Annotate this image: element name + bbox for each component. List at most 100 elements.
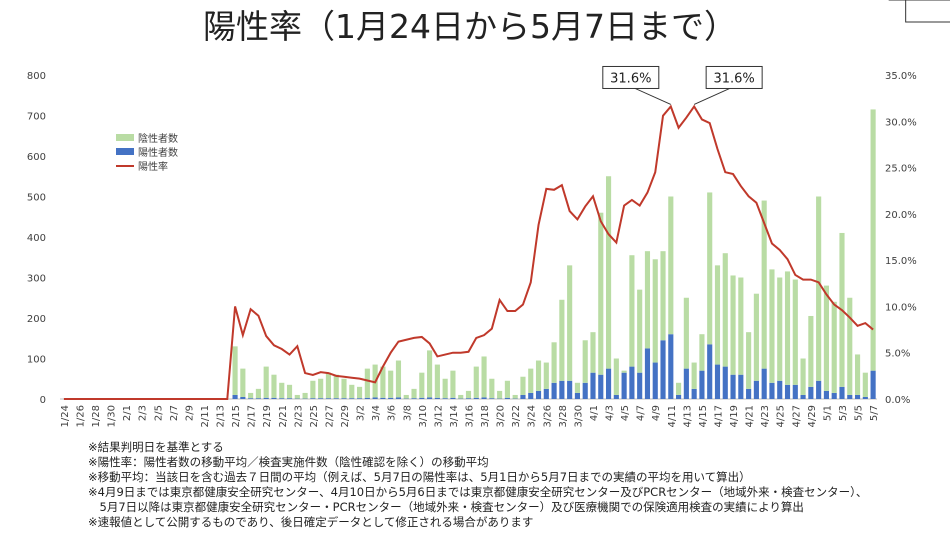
bar — [575, 383, 580, 393]
bar — [847, 395, 852, 399]
bar — [871, 371, 876, 399]
bar — [723, 253, 728, 366]
bar — [466, 391, 471, 398]
bar — [622, 373, 627, 399]
bar — [684, 298, 689, 369]
x-tick-label: 5/1 — [822, 405, 833, 421]
x-tick-label: 1/28 — [91, 405, 102, 427]
x-tick-label: 3/12 — [433, 405, 444, 427]
x-tick-label: 4/17 — [713, 405, 724, 427]
bar — [520, 395, 525, 399]
bar — [536, 391, 541, 399]
y-tick-label: 800 — [27, 71, 46, 82]
y-tick-label: 300 — [27, 274, 46, 285]
bar — [411, 398, 416, 399]
x-tick-label: 3/8 — [402, 405, 413, 421]
bar — [419, 373, 424, 398]
bar — [528, 393, 533, 399]
bar — [793, 280, 798, 385]
y-tick-label: 500 — [27, 193, 46, 204]
bar — [536, 361, 541, 391]
x-tick-label: 5/5 — [854, 405, 865, 421]
bar — [598, 213, 603, 375]
bar — [256, 389, 261, 398]
bar — [653, 363, 658, 399]
bar — [240, 369, 245, 397]
y-tick-label: 100 — [27, 355, 46, 366]
x-tick-label: 3/16 — [465, 405, 476, 427]
bar — [233, 395, 238, 399]
footnote: ※移動平均：当該日を含む過去７日間の平均（例えば、5月7日の陽性率は、5月1日か… — [88, 470, 751, 484]
x-tick-label: 4/7 — [636, 405, 647, 421]
x-tick-label: 4/29 — [807, 405, 818, 427]
bar — [583, 383, 588, 399]
bar — [264, 367, 269, 398]
bar — [373, 397, 378, 399]
bar — [349, 398, 354, 399]
x-tick-label: 4/23 — [760, 405, 771, 427]
bar — [808, 316, 813, 387]
x-tick-label: 1/30 — [107, 405, 118, 427]
x-tick-label: 3/28 — [558, 405, 569, 427]
x-tick-label: 2/15 — [231, 405, 242, 427]
bar — [637, 373, 642, 399]
y2-tick-label: 30.0% — [885, 117, 917, 128]
bar — [832, 393, 837, 399]
bar — [824, 391, 829, 399]
bar — [754, 294, 759, 381]
bar — [365, 398, 370, 399]
bar — [863, 397, 868, 399]
bar — [497, 391, 502, 399]
bar — [341, 398, 346, 399]
bar — [715, 265, 720, 364]
bar — [699, 334, 704, 370]
footnote: ※速報値として公開するものであり、後日確定データとして修正される場合があります — [88, 515, 533, 529]
bar — [248, 398, 253, 399]
bar — [614, 395, 619, 399]
bar — [762, 369, 767, 399]
bar — [427, 350, 432, 397]
bar — [419, 398, 424, 399]
bar — [715, 365, 720, 399]
bar — [489, 379, 494, 398]
x-tick-label: 1/24 — [60, 405, 71, 427]
x-tick-label: 4/15 — [698, 405, 709, 427]
bar — [396, 361, 401, 398]
bar — [404, 395, 409, 399]
x-tick-label: 2/29 — [340, 405, 351, 427]
bar — [777, 381, 782, 399]
x-tick-label: 4/3 — [605, 405, 616, 421]
bar — [481, 397, 486, 399]
bar — [233, 346, 238, 395]
bar — [443, 398, 448, 399]
bar — [668, 197, 673, 335]
chart-title: 陽性率（1月24日から5月7日まで） — [203, 7, 737, 46]
bar — [559, 300, 564, 381]
x-tick-label: 4/5 — [620, 405, 631, 421]
bar — [552, 383, 557, 399]
bar — [622, 371, 627, 373]
bar — [824, 286, 829, 391]
bar — [847, 298, 852, 395]
bar — [271, 375, 276, 398]
bar — [699, 371, 704, 399]
bar — [388, 371, 393, 398]
bar — [738, 278, 743, 375]
x-tick-label: 3/26 — [542, 405, 553, 427]
bar — [341, 379, 346, 398]
bar — [606, 369, 611, 399]
bar — [793, 385, 798, 399]
x-tick-label: 2/13 — [216, 405, 227, 427]
x-tick-label: 2/21 — [278, 405, 289, 427]
x-tick-label: 2/9 — [184, 405, 195, 421]
bar — [295, 395, 300, 399]
bar — [769, 269, 774, 382]
bar — [808, 387, 813, 399]
bar — [692, 389, 697, 399]
x-tick-label: 3/14 — [449, 405, 460, 427]
x-tick-label: 2/25 — [309, 405, 320, 427]
bar — [310, 398, 315, 399]
y2-tick-label: 15.0% — [885, 256, 917, 267]
bar — [443, 379, 448, 398]
